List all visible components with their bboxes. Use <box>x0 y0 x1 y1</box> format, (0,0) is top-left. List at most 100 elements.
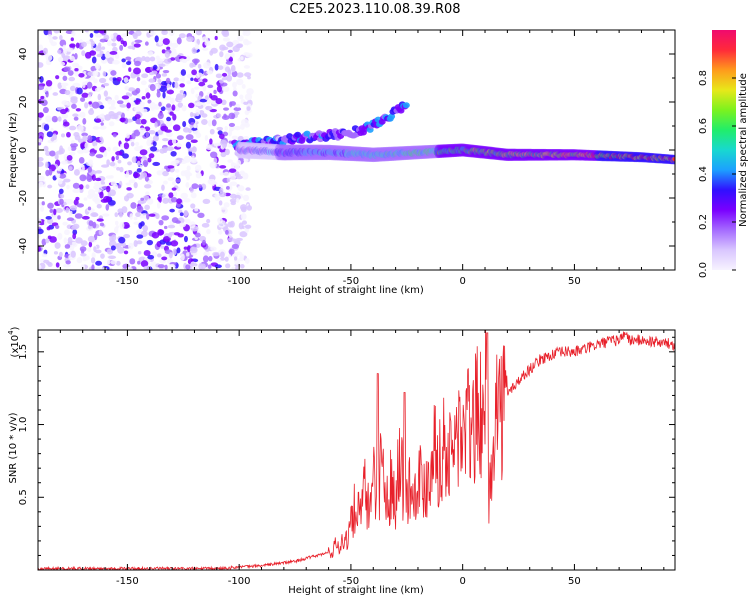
spectrogram-noise-cell <box>52 133 57 141</box>
spectrogram-noise-cell <box>69 244 75 251</box>
spectrogram-y-tick-label: -20 <box>18 190 29 206</box>
spectrogram-noise-cell <box>162 197 169 204</box>
spectrogram-noise-cell <box>123 142 130 150</box>
spectrogram-noise-cell <box>225 185 230 190</box>
spectrogram-noise-cell <box>136 168 142 173</box>
spectrogram-noise-cell <box>70 37 74 42</box>
spectrogram-noise-cell <box>147 51 154 56</box>
spectrogram-noise-cell <box>244 224 252 229</box>
spectrogram-noise-cell <box>123 250 129 255</box>
spectrogram-noise-cell <box>182 120 187 128</box>
spectrogram-noise-cell <box>55 150 64 155</box>
spectrogram-noise-cell <box>121 95 130 100</box>
spectrogram-noise-cell <box>140 158 144 163</box>
snr-multiplier: (x104) <box>7 326 21 357</box>
spectrogram-noise-cell <box>49 150 56 157</box>
spectrogram-noise-cell <box>72 82 81 88</box>
spectrogram-noise-cell <box>58 188 64 195</box>
spectrogram-noise-cell <box>189 62 194 68</box>
spectrogram-noise-cell <box>231 162 235 169</box>
spectrogram-noise-cell <box>123 77 129 84</box>
spectrogram-noise-cell <box>221 99 227 106</box>
spectrogram-noise-cell <box>86 174 93 183</box>
spectrogram-noise-cell <box>93 145 98 151</box>
spectrogram-noise-cell <box>54 242 61 249</box>
spectrogram-noise-cell <box>125 61 132 66</box>
spectrogram-noise-cell <box>82 256 87 262</box>
spectrogram-noise-cell <box>122 40 128 47</box>
spectrogram-noise-cell <box>112 146 119 152</box>
spectrogram-noise-cell <box>240 118 249 126</box>
spectrogram-noise-cell <box>132 33 138 37</box>
spectrogram-noise-cell <box>135 228 143 236</box>
spectrogram-noise-cell <box>145 92 151 99</box>
spectrogram-noise-cell <box>229 181 238 186</box>
spectrogram-noise-cell <box>202 78 208 83</box>
spectrogram-noise-cell <box>117 246 125 254</box>
spectrogram-noise-cell <box>227 49 233 54</box>
spectrogram-noise-cell <box>76 124 84 132</box>
spectrogram-noise-cell <box>210 246 217 252</box>
snr-panel: -150 -100 -50 0 50 0.5 1.0 1.5 Height of strai… <box>7 326 676 596</box>
spectrogram-noise-cell <box>149 56 156 62</box>
spectrogram-noise-cell <box>198 78 204 82</box>
spectrogram-noise-cell <box>136 93 141 99</box>
spectrogram-noise-cell <box>79 111 86 119</box>
spectrogram-noise-cell <box>136 160 141 166</box>
spectrogram-noise-cell <box>183 246 188 250</box>
spectrogram-noise-cell <box>66 217 75 222</box>
spectrogram-noise-cell <box>140 221 145 227</box>
spectrogram-noise-cell <box>133 129 141 137</box>
spectrogram-noise-cell <box>157 129 164 135</box>
spectrogram-noise-cell <box>216 85 223 93</box>
spectrogram-noise-cell <box>92 140 98 147</box>
spectrogram-noise-cell <box>147 136 153 144</box>
spectrogram-noise-cell <box>219 165 227 169</box>
spectrogram-noise-cell <box>150 107 155 111</box>
spectrogram-noise-cell <box>217 229 223 235</box>
spectrogram-noise-cell <box>118 236 126 244</box>
spectrogram-noise-cell <box>125 170 130 178</box>
spectrogram-noise-cell <box>63 178 71 183</box>
spectrogram-noise-cell <box>239 253 245 260</box>
spectrogram-noise-cell <box>65 198 74 205</box>
spectrogram-noise-cell <box>112 77 117 81</box>
snr-x-tick-label: -150 <box>116 576 139 587</box>
spectrogram-noise-cell <box>106 159 110 166</box>
spectrogram-noise-cell <box>109 189 116 197</box>
spectrogram-noise-cell <box>155 73 162 79</box>
spectrogram-noise-cell <box>105 204 110 211</box>
spectrogram-noise-cell <box>140 260 149 268</box>
spectrogram-noise-cell <box>189 221 196 229</box>
spectrogram-noise-cell <box>98 229 103 236</box>
spectrogram-noise-cell <box>197 63 202 69</box>
snr-y-ticks: 0.5 1.0 1.5 <box>18 336 675 571</box>
spectrogram-noise-cell <box>183 198 191 203</box>
spectrogram-noise-cell <box>144 204 150 210</box>
spectrogram-noise-cell <box>88 220 94 227</box>
spectrogram-noise-cell <box>61 100 69 106</box>
spectrogram-noise-cell <box>167 224 176 229</box>
spectrogram-noise-cell <box>161 30 167 34</box>
spectrogram-noise-cell <box>136 205 144 213</box>
spectrogram-noise-cell <box>226 177 231 183</box>
spectrogram-noise-cell <box>100 122 104 126</box>
spectrogram-noise-cell <box>158 219 164 226</box>
spectrogram-noise-cell <box>190 192 197 199</box>
spectrogram-noise-cell <box>194 59 198 66</box>
spectrogram-noise-cell <box>106 259 111 265</box>
spectrogram-noise-cell <box>161 80 167 86</box>
snr-frame <box>37 329 676 571</box>
spectrogram-noise-cell <box>98 77 107 84</box>
spectrogram-noise-cell <box>92 197 100 203</box>
spectrogram-noise-cell <box>228 233 233 238</box>
snr-multiplier-exp: 4 <box>7 330 15 335</box>
spectrogram-noise-cell <box>140 171 144 179</box>
spectrogram-noise-cell <box>63 237 68 244</box>
spectrogram-noise-cell <box>157 79 162 84</box>
spectrogram-noise-cell <box>87 166 93 173</box>
spectrogram-noise-cell <box>66 184 70 190</box>
spectrogram-noise-cell <box>68 125 77 131</box>
spectrogram-noise-cell <box>75 42 80 49</box>
spectrogram-noise-cell <box>67 70 74 76</box>
